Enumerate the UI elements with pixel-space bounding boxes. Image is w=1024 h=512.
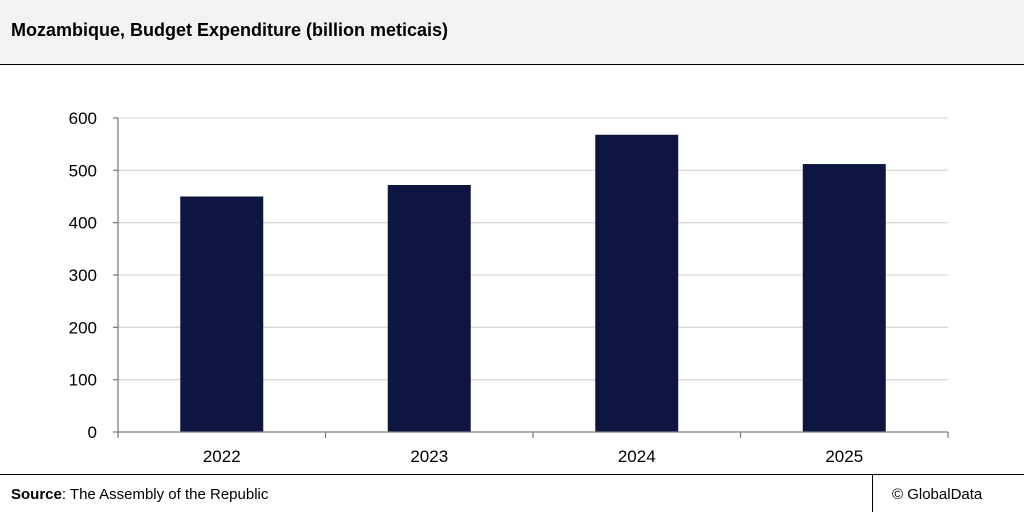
source-note: Source: The Assembly of the Republic bbox=[11, 486, 268, 503]
footer-divider bbox=[872, 475, 873, 512]
bars bbox=[180, 134, 886, 432]
copyright-note: © GlobalData bbox=[892, 486, 983, 503]
y-tick-label: 0 bbox=[88, 423, 97, 442]
bar-2025 bbox=[802, 164, 886, 432]
x-tick-label: 2024 bbox=[618, 447, 656, 466]
bar-2022 bbox=[180, 196, 264, 432]
source-label: Source bbox=[11, 486, 62, 503]
x-tick-label: 2022 bbox=[203, 447, 241, 466]
chart-area: 0 100 200 300 400 500 600 2022 2023 2024 2025 bbox=[0, 66, 1024, 474]
y-tick-label: 400 bbox=[69, 214, 97, 233]
y-tick-label: 300 bbox=[69, 266, 97, 285]
footer: Source: The Assembly of the Republic © G… bbox=[0, 474, 1024, 512]
x-tick-label: 2025 bbox=[825, 447, 863, 466]
bar-chart: 0 100 200 300 400 500 600 2022 2023 2024 2025 bbox=[69, 109, 949, 466]
bar-2024 bbox=[595, 134, 679, 432]
bar-2023 bbox=[387, 184, 471, 432]
y-tick-label: 600 bbox=[69, 109, 97, 128]
title-bar: Mozambique, Budget Expenditure (billion … bbox=[0, 0, 1024, 65]
tick-labels: 0 100 200 300 400 500 600 2022 2023 2024 2025 bbox=[69, 109, 864, 466]
y-tick-label: 100 bbox=[69, 371, 97, 390]
chart-title: Mozambique, Budget Expenditure (billion … bbox=[11, 20, 449, 40]
axes bbox=[113, 117, 949, 438]
y-tick-label: 200 bbox=[69, 318, 97, 337]
x-tick-label: 2023 bbox=[410, 447, 448, 466]
y-tick-label: 500 bbox=[69, 161, 97, 180]
source-text: : The Assembly of the Republic bbox=[61, 486, 269, 503]
